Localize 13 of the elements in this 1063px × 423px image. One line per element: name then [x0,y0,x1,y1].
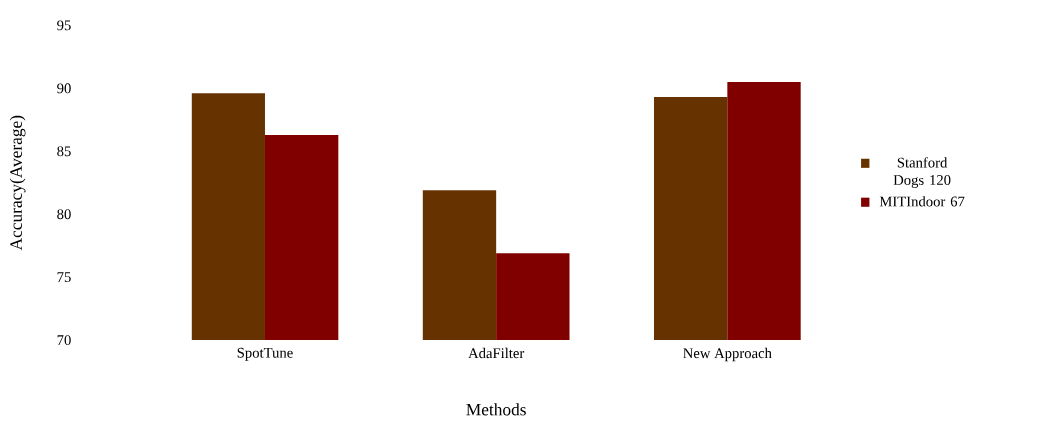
y-tick-label: 95 [57,20,71,31]
x-tick-label: New Approach [683,347,772,362]
legend-label: Stanford Dogs 120 [893,157,951,189]
legend-label: MITIndoor 67 [879,196,965,207]
y-tick-label: 80 [57,209,71,220]
x-axis-title: Methods [466,403,526,416]
y-tick-label: 90 [57,83,71,94]
y-tick-label: 70 [57,335,71,346]
y-axis-title: Accuracy(Average) [9,115,26,251]
y-tick-label: 85 [57,146,71,157]
x-tick-label: AdaFilter [468,347,525,359]
y-tick-label: 75 [57,272,71,283]
x-tick-label: SpotTune [237,347,293,361]
